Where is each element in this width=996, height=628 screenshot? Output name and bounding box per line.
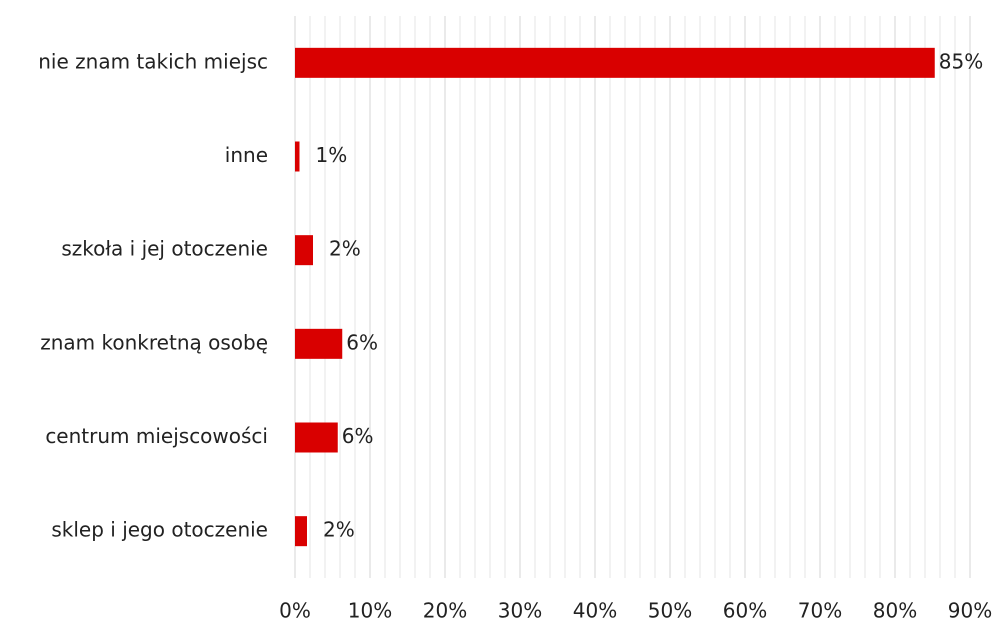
value-label: 2% [329,237,361,261]
x-tick-label: 80% [873,599,917,623]
x-tick-label: 90% [948,599,992,623]
x-tick-label: 0% [279,599,311,623]
bar [295,235,313,266]
value-label: 85% [939,49,983,73]
value-label: 6% [346,330,378,354]
bar [295,328,343,359]
bar [295,47,935,78]
category-label: inne [225,143,268,167]
value-label: 2% [323,518,355,542]
x-tick-label: 70% [798,599,842,623]
x-tick-label: 20% [423,599,467,623]
bar [295,516,307,547]
x-tick-label: 50% [648,599,692,623]
x-tick-label: 60% [723,599,767,623]
x-tick-label: 10% [348,599,392,623]
category-label: sklep i jego otoczenie [51,518,268,542]
x-tick-label: 40% [573,599,617,623]
value-label: 1% [316,143,348,167]
x-tick-label: 30% [498,599,542,623]
category-label: centrum miejscowości [45,424,268,448]
category-label: nie znam takich miejsc [38,49,268,73]
bar [295,422,338,453]
category-label: szkoła i jej otoczenie [61,237,268,261]
value-label: 6% [342,424,374,448]
category-label: znam konkretną osobę [40,330,268,354]
bar [295,141,300,172]
